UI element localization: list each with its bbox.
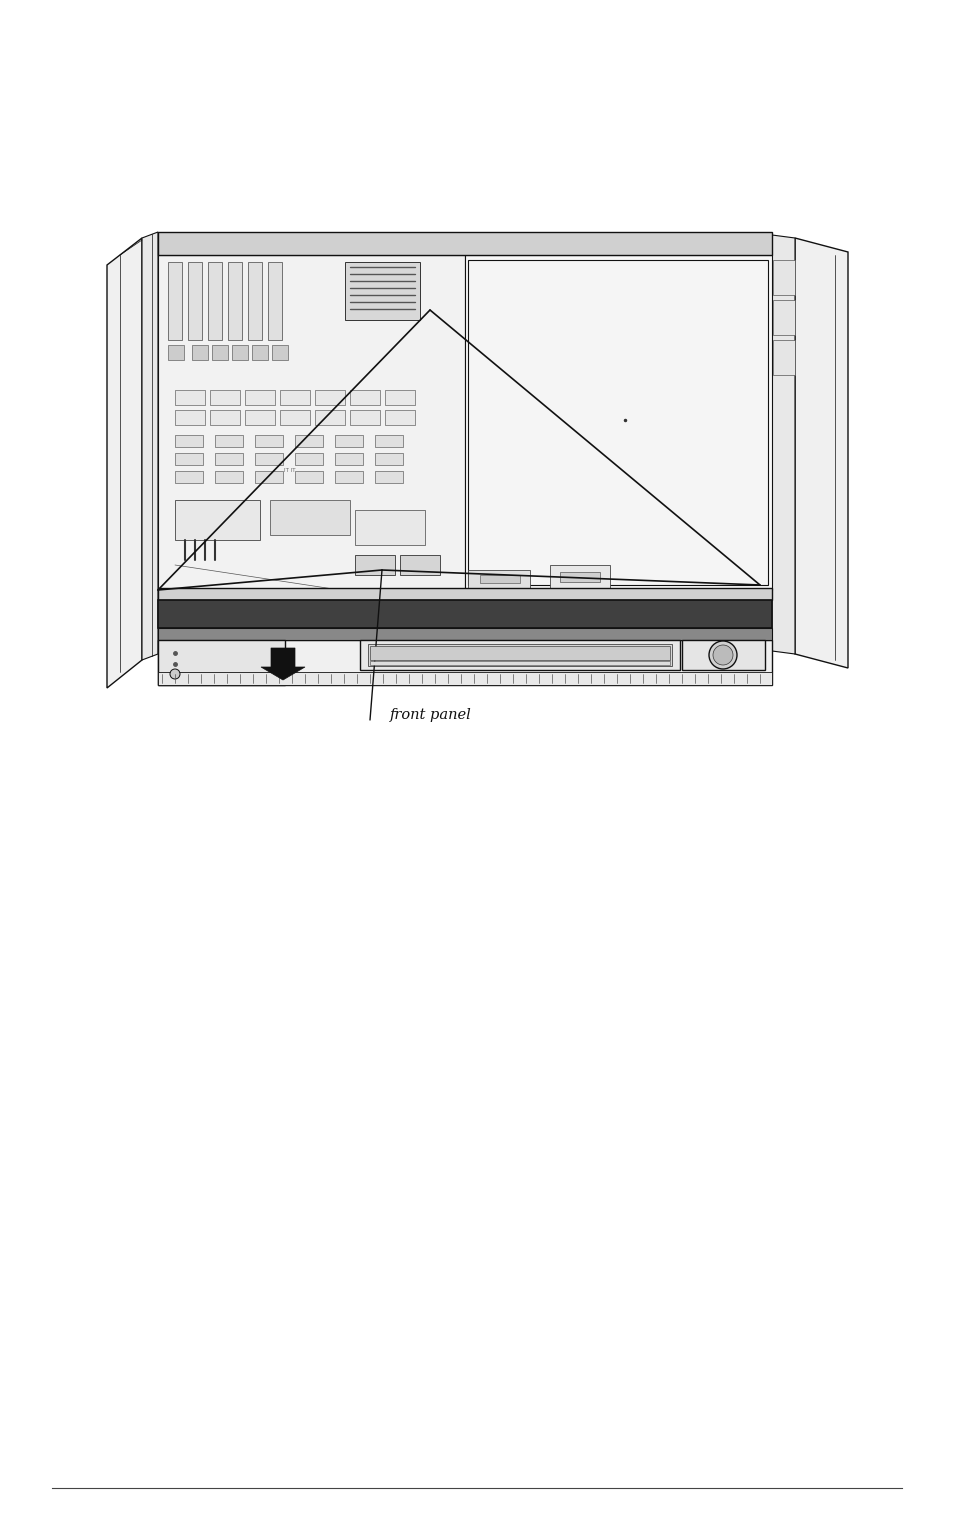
Polygon shape: [468, 259, 767, 585]
Polygon shape: [375, 471, 402, 484]
Polygon shape: [559, 573, 599, 582]
Polygon shape: [355, 510, 424, 545]
Polygon shape: [468, 569, 530, 588]
Polygon shape: [174, 471, 203, 484]
Polygon shape: [142, 232, 158, 660]
Polygon shape: [158, 232, 771, 255]
Polygon shape: [294, 471, 323, 484]
Polygon shape: [168, 345, 184, 361]
Polygon shape: [254, 434, 283, 447]
Circle shape: [712, 645, 732, 665]
Polygon shape: [772, 259, 794, 295]
Polygon shape: [794, 238, 847, 668]
Polygon shape: [192, 345, 208, 361]
Polygon shape: [359, 640, 679, 669]
Polygon shape: [208, 262, 222, 339]
Polygon shape: [212, 345, 228, 361]
Polygon shape: [350, 410, 379, 425]
Polygon shape: [385, 410, 415, 425]
Polygon shape: [385, 390, 415, 405]
Polygon shape: [280, 390, 310, 405]
Polygon shape: [280, 410, 310, 425]
Polygon shape: [168, 262, 182, 339]
Polygon shape: [245, 410, 274, 425]
Polygon shape: [254, 453, 283, 465]
Polygon shape: [270, 500, 350, 536]
Polygon shape: [158, 640, 285, 685]
Polygon shape: [158, 255, 464, 589]
Polygon shape: [345, 262, 419, 319]
Polygon shape: [294, 434, 323, 447]
Text: IT IT: IT IT: [284, 468, 295, 473]
Polygon shape: [272, 345, 288, 361]
Polygon shape: [375, 453, 402, 465]
Polygon shape: [550, 565, 609, 589]
Polygon shape: [314, 390, 345, 405]
Polygon shape: [375, 434, 402, 447]
Polygon shape: [268, 262, 282, 339]
Polygon shape: [370, 646, 669, 660]
Polygon shape: [158, 628, 771, 640]
Polygon shape: [210, 390, 240, 405]
Polygon shape: [232, 345, 248, 361]
Polygon shape: [772, 339, 794, 375]
Polygon shape: [772, 299, 794, 335]
Polygon shape: [335, 471, 363, 484]
Text: front panel: front panel: [390, 708, 471, 721]
Polygon shape: [174, 453, 203, 465]
Polygon shape: [105, 230, 854, 685]
Polygon shape: [107, 238, 142, 688]
Polygon shape: [188, 262, 202, 339]
Polygon shape: [214, 471, 243, 484]
Polygon shape: [210, 410, 240, 425]
Polygon shape: [368, 645, 671, 666]
Polygon shape: [350, 390, 379, 405]
Polygon shape: [335, 453, 363, 465]
Polygon shape: [464, 255, 771, 589]
Polygon shape: [174, 500, 260, 540]
Circle shape: [708, 642, 737, 669]
Polygon shape: [254, 471, 283, 484]
Circle shape: [170, 669, 180, 678]
Polygon shape: [771, 235, 794, 654]
Polygon shape: [370, 662, 669, 665]
Polygon shape: [252, 345, 268, 361]
Polygon shape: [158, 640, 771, 685]
Polygon shape: [214, 453, 243, 465]
Polygon shape: [228, 262, 242, 339]
Polygon shape: [479, 576, 519, 583]
Polygon shape: [355, 556, 395, 576]
Polygon shape: [681, 640, 764, 669]
Polygon shape: [214, 434, 243, 447]
Polygon shape: [335, 434, 363, 447]
Polygon shape: [158, 672, 771, 685]
Polygon shape: [314, 410, 345, 425]
Polygon shape: [248, 262, 262, 339]
Polygon shape: [158, 600, 771, 628]
Polygon shape: [261, 648, 305, 680]
Polygon shape: [174, 434, 203, 447]
Polygon shape: [245, 390, 274, 405]
Polygon shape: [294, 453, 323, 465]
Polygon shape: [174, 390, 205, 405]
Polygon shape: [174, 410, 205, 425]
Polygon shape: [158, 588, 771, 600]
Polygon shape: [399, 556, 439, 576]
